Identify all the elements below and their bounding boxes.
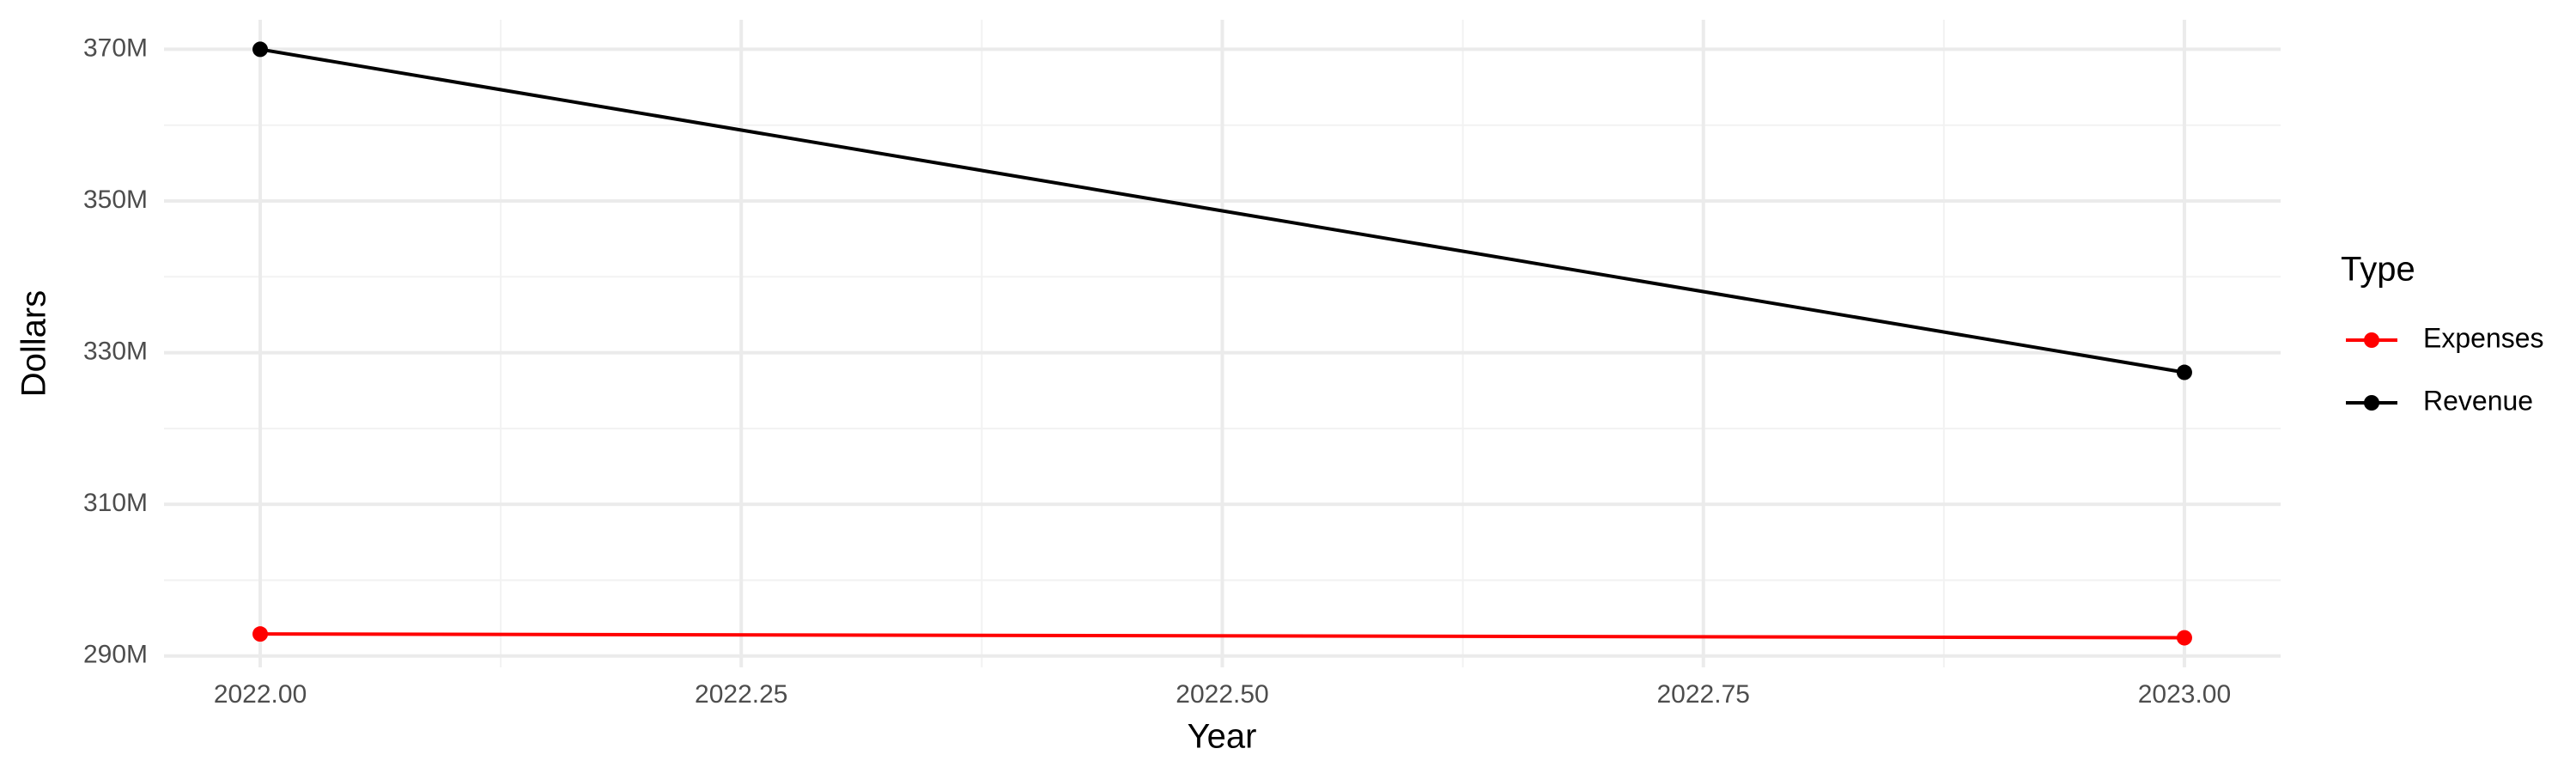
legend-key-point bbox=[2364, 395, 2379, 411]
x-tick-label: 2023.00 bbox=[2138, 680, 2231, 709]
legend-label: Revenue bbox=[2423, 385, 2533, 416]
y-tick-label: 330M bbox=[83, 338, 148, 366]
point bbox=[2176, 364, 2192, 380]
x-tick-label: 2022.25 bbox=[695, 680, 787, 709]
x-axis-title: Year bbox=[1188, 718, 1257, 756]
series-line bbox=[260, 632, 2184, 640]
x-tick-label: 2022.75 bbox=[1657, 680, 1750, 709]
series-line bbox=[259, 47, 2185, 374]
y-tick-label: 370M bbox=[83, 33, 148, 62]
y-axis-title: Dollars bbox=[15, 290, 53, 397]
point bbox=[252, 626, 269, 642]
legend-title: Type bbox=[2341, 251, 2415, 289]
point bbox=[252, 41, 269, 58]
y-tick-label: 310M bbox=[83, 489, 148, 517]
legend-key-point bbox=[2364, 332, 2379, 348]
point bbox=[2176, 630, 2192, 646]
x-tick-label: 2022.00 bbox=[214, 680, 307, 709]
x-tick-label: 2022.50 bbox=[1176, 680, 1268, 709]
y-tick-label: 350M bbox=[83, 186, 148, 214]
legend-label: Expenses bbox=[2423, 322, 2544, 353]
y-tick-label: 290M bbox=[83, 641, 148, 669]
